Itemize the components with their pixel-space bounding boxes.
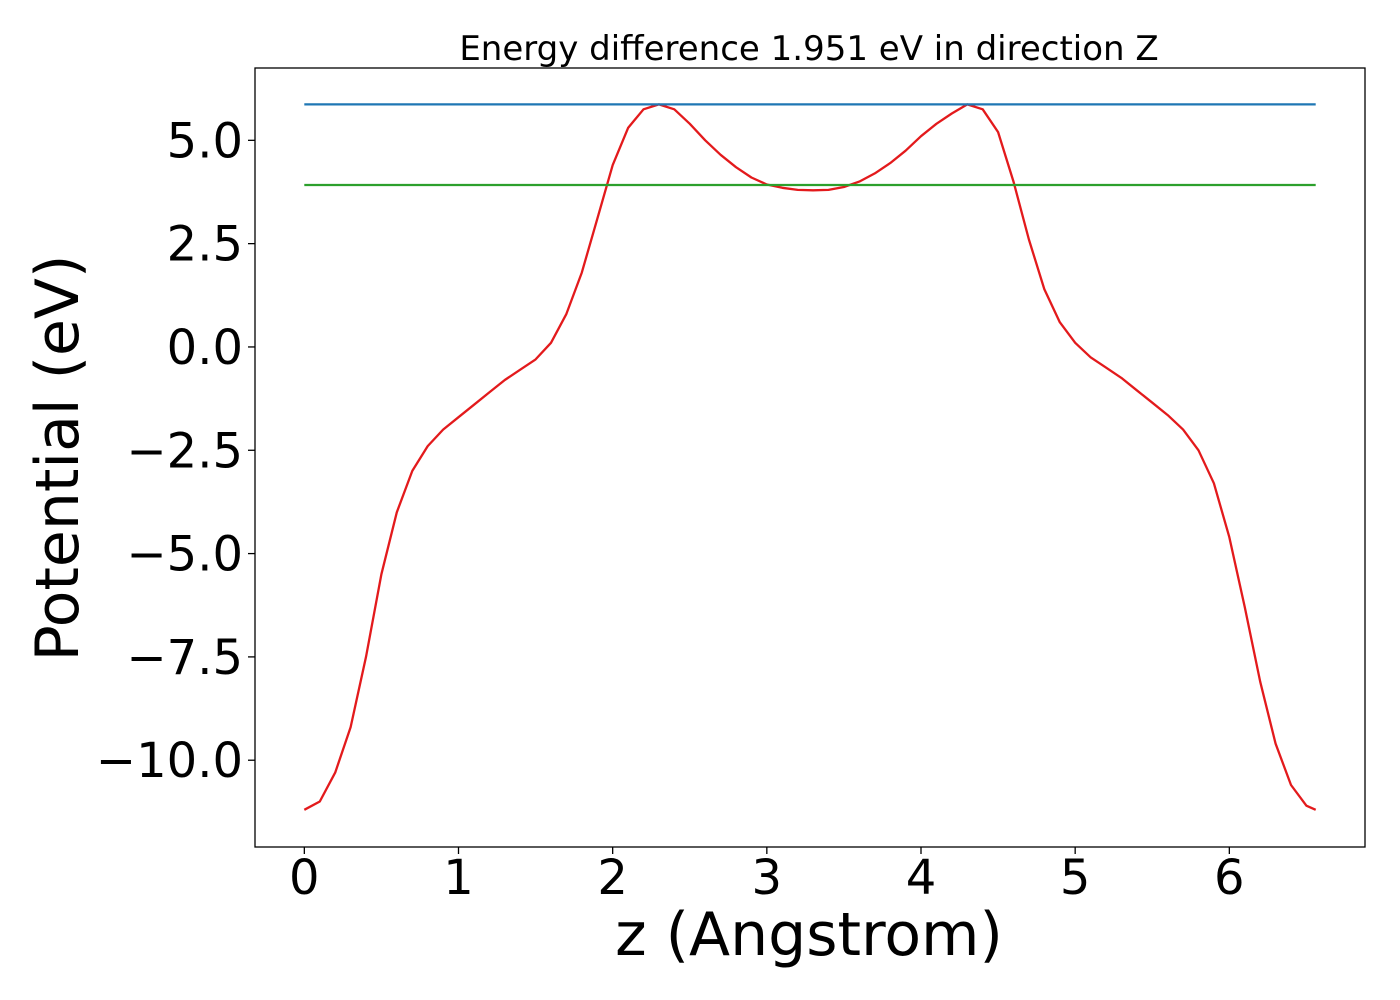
- series-line-1: [303, 103, 1317, 811]
- x-tick-label: 5: [1060, 850, 1091, 906]
- x-tick-label: 2: [597, 850, 628, 906]
- x-tick-label: 3: [752, 850, 783, 906]
- x-axis-label: z (Angstrom): [615, 900, 1003, 970]
- y-tick-label: −5.0: [126, 527, 243, 583]
- x-tick-label: 4: [906, 850, 937, 906]
- series-layer: [303, 103, 1317, 811]
- y-tick-label: 0.0: [167, 320, 243, 376]
- y-tick-label: −7.5: [126, 630, 243, 686]
- chart-title: Energy difference 1.951 eV in direction …: [459, 29, 1158, 69]
- y-tick-label: −2.5: [126, 423, 243, 479]
- y-tick-label: −10.0: [96, 733, 243, 789]
- x-axis-ticks: 0 1 2 3 4 5 6: [289, 847, 1245, 906]
- x-tick-label: 6: [1214, 850, 1245, 906]
- x-tick-label: 1: [443, 850, 474, 906]
- x-tick-label: 0: [289, 850, 320, 906]
- plot-area-frame: [254, 67, 1366, 848]
- y-tick-label: 5.0: [167, 113, 243, 169]
- y-axis-label: Potential (eV): [23, 255, 93, 662]
- y-tick-label: 2.5: [167, 217, 243, 273]
- y-axis-ticks: 5.0 2.5 0.0 −2.5 −5.0 −7.5 −10.0: [96, 113, 255, 789]
